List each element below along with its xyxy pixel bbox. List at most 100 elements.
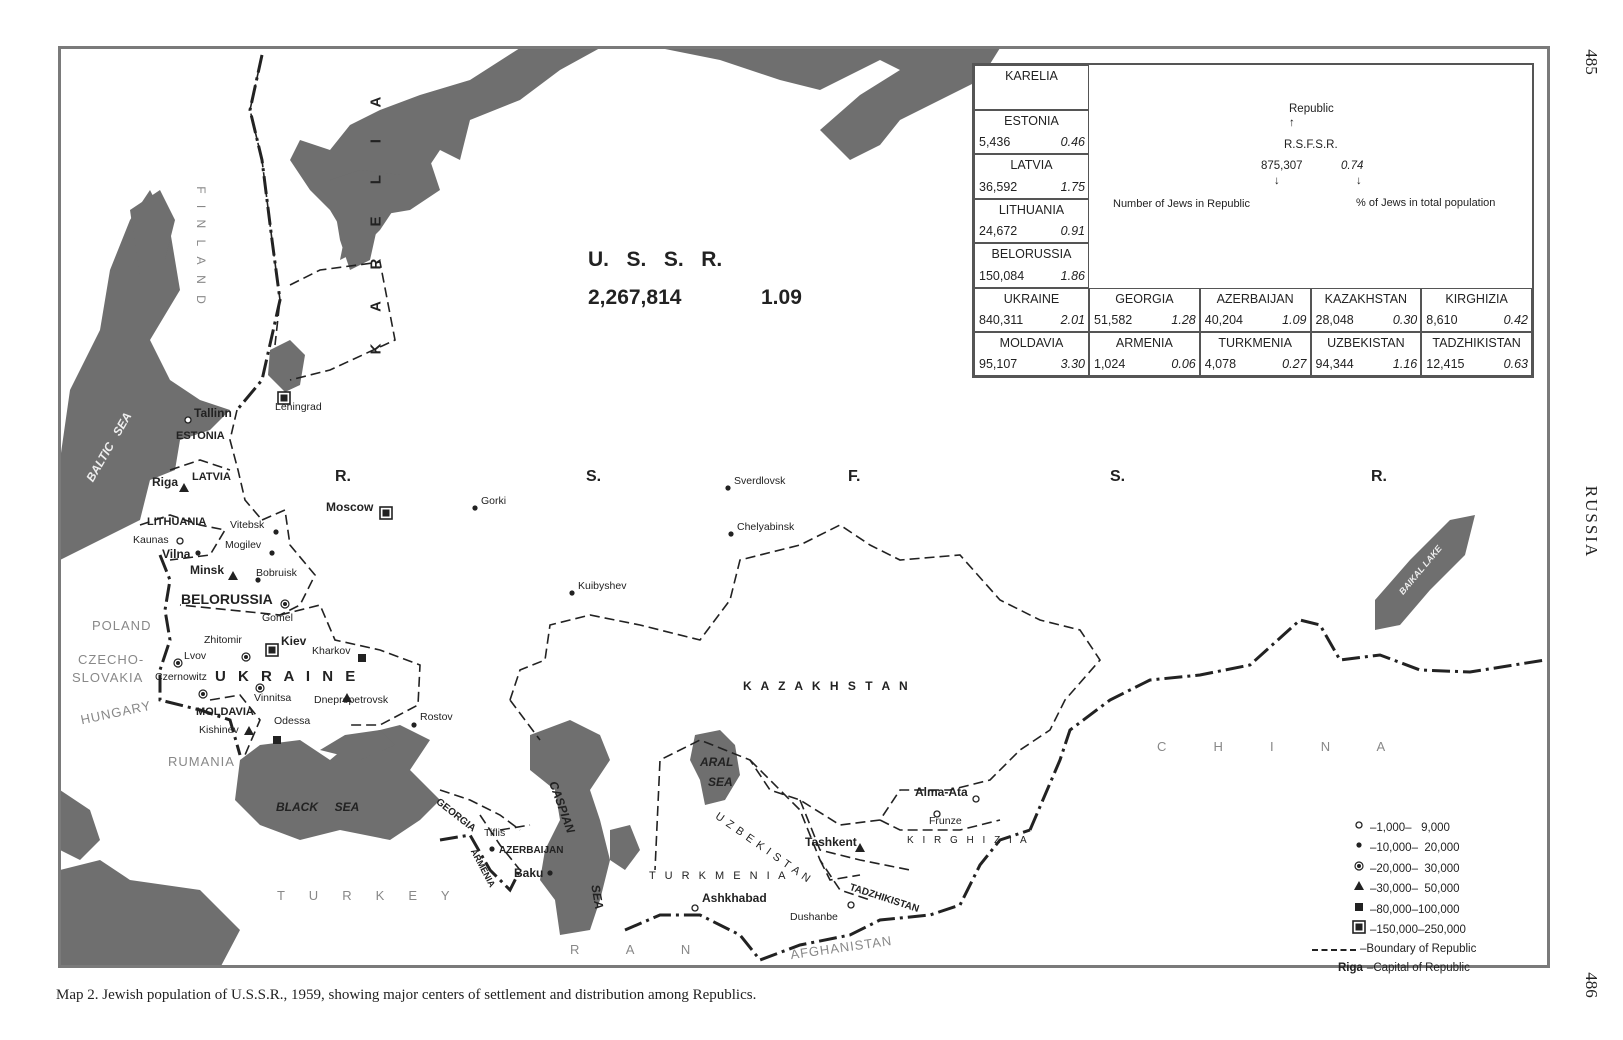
city-riga: Riga	[152, 475, 179, 489]
water-bodies	[60, 48, 1475, 968]
table-cell-armenia: ARMENIA 1,024 0.06	[1089, 332, 1200, 376]
jewish-percent: 1.75	[1060, 179, 1085, 194]
city-vinnitsa: Vinnitsa	[254, 692, 292, 704]
dot-icon	[543, 866, 557, 880]
key-number-label: Number of Jews in Republic	[1113, 198, 1250, 210]
triangle-icon	[177, 481, 191, 495]
city-kiev: Kiev	[281, 634, 307, 648]
ringed-dot-icon	[239, 650, 253, 664]
north-west-border	[235, 54, 282, 411]
jewish-population: 94,344	[1315, 357, 1354, 371]
asia-minor-coast	[60, 790, 100, 860]
region-lithuania: LITHUANIA	[147, 516, 207, 528]
key-arrow-up: ↑	[1289, 117, 1295, 129]
city-chelyabinsk: Chelyabinsk	[737, 521, 795, 533]
key-pct: 0.74	[1341, 160, 1364, 172]
ussr-total: 2,267,814	[588, 286, 682, 309]
ringed-dot-icon	[1352, 859, 1366, 879]
jewish-percent: 0.27	[1282, 357, 1307, 371]
dot-icon	[485, 842, 499, 856]
dot-icon	[724, 527, 738, 541]
table-cell-uzbekistan: UZBEKISTAN 94,344 1.16	[1310, 332, 1422, 376]
dot-icon	[265, 546, 279, 560]
azov-sea	[320, 730, 395, 760]
table-cell-karelia: KARELIA	[974, 65, 1089, 110]
ussr-pct: 1.09	[761, 286, 802, 309]
city-moscow: Moscow	[326, 500, 374, 514]
jewish-population: 840,311	[979, 313, 1024, 327]
water-black-sea: BLACK SEA	[276, 800, 360, 814]
city-tashkent: Tashkent	[805, 835, 857, 849]
caspian-sea	[530, 720, 610, 935]
ukraine-boundary	[279, 604, 421, 726]
running-head: RUSSIA	[1582, 485, 1602, 559]
jewish-population: 36,592	[979, 179, 1018, 194]
dot-icon	[191, 546, 205, 560]
dot-icon	[407, 718, 421, 732]
legend-item: –150,000–250,000	[1352, 920, 1532, 940]
jewish-population: 12,415	[1426, 357, 1465, 371]
republic-name: UZBEKISTAN	[1327, 336, 1405, 350]
caucasus-border	[439, 833, 522, 893]
republic-name: TADZHIKISTAN	[1432, 336, 1521, 350]
republic-name: ESTONIA	[1004, 113, 1059, 128]
open-circle-icon	[173, 534, 187, 548]
moldavia-boundary	[209, 694, 261, 756]
ringed-dot-icon	[278, 597, 292, 611]
ussr-title: U. S. S. R.	[588, 248, 723, 271]
jewish-percent: 1.86	[1060, 268, 1085, 283]
open-circle-icon	[688, 901, 702, 915]
city-baku: Baku	[514, 866, 544, 880]
legend-capital: Riga –Capital of Republic	[1338, 961, 1470, 974]
triangle-icon	[340, 691, 354, 705]
caucasus-boundaries	[439, 789, 531, 871]
key-republic: R.S.F.S.R.	[1284, 139, 1338, 151]
china-border	[1028, 618, 1546, 831]
arctic-coast-water	[60, 48, 1000, 260]
legend-item: –20,000– 30,000	[1352, 859, 1532, 879]
rsfsr-letter: S.	[586, 468, 602, 485]
jewish-percent: 3.30	[1060, 357, 1085, 371]
rsfsr-letter: R.	[335, 468, 351, 485]
republic-name: ARMENIA	[1115, 336, 1173, 350]
country-poland: POLAND	[92, 618, 152, 633]
large-square-icon	[277, 391, 291, 405]
open-circle-icon	[1352, 818, 1366, 838]
jewish-population: 4,078	[1204, 357, 1237, 371]
central-asia-boundaries	[749, 759, 1001, 901]
jewish-population: 95,107	[979, 357, 1018, 371]
legend-item: –10,000– 20,000	[1352, 838, 1532, 858]
jewish-percent: 0.46	[1060, 135, 1085, 150]
boundary-line-icon	[1312, 948, 1356, 951]
republic-name: KIRGHIZIA	[1445, 292, 1508, 306]
republic-name: TURKMENIA	[1218, 336, 1292, 350]
table-cell-lithuania: LITHUANIA 24,672 0.91	[974, 198, 1089, 244]
country-rumania: RUMANIA	[168, 754, 235, 769]
jewish-population: 28,048	[1315, 313, 1354, 327]
region-moldavia: MOLDAVIA	[196, 706, 254, 718]
republic-name: AZERBAIJAN	[1216, 292, 1294, 306]
jewish-percent: 2.01	[1060, 313, 1085, 327]
map-legend: –1,000– 9,000 –10,000– 20,000 –20,000– 30,…	[1312, 818, 1532, 977]
table-key: Republic ↑ R.S.F.S.R. 875,307 0.74 ↓ ↓ N…	[1089, 65, 1532, 288]
page-number-top: 485	[1581, 49, 1601, 75]
republic-name: LITHUANIA	[998, 202, 1065, 217]
key-number: 875,307	[1261, 160, 1303, 172]
country-china: C H I N A	[1157, 739, 1387, 754]
jewish-percent: 0.63	[1503, 357, 1528, 371]
triangle-icon	[1352, 879, 1366, 899]
baltic-sea	[60, 190, 230, 560]
dot-icon	[251, 573, 265, 587]
republic-name: GEORGIA	[1115, 292, 1174, 306]
city-odessa: Odessa	[274, 715, 311, 727]
table-cell-belorussia: BELORUSSIA 150,084 1.86	[974, 243, 1089, 288]
region-ukraine: U K R A I N E	[215, 668, 360, 685]
city-leningrad: Leningrad	[275, 401, 322, 413]
city-dushanbe: Dushanbe	[790, 911, 838, 923]
republic-name: MOLDAVIA	[999, 336, 1064, 350]
city-czernowitz: Czernowitz	[155, 671, 207, 683]
city-vitebsk: Vitebsk	[230, 519, 265, 531]
table-cell-estonia: ESTONIA 5,436 0.46	[974, 109, 1089, 155]
region-kazakhstan: K A Z A K H S T A N	[743, 679, 911, 693]
